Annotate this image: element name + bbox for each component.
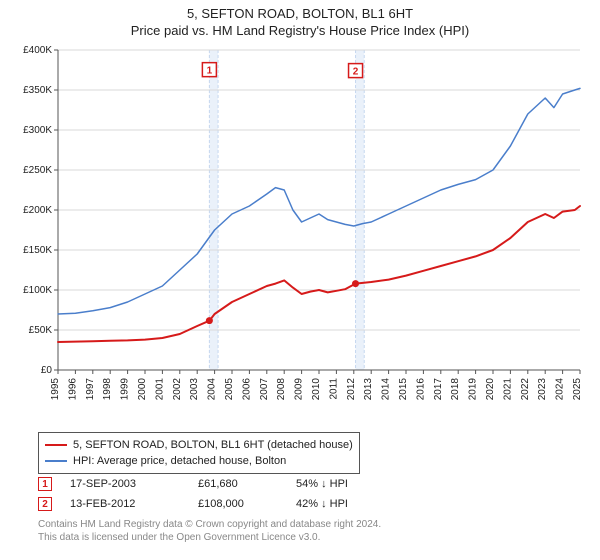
svg-text:2: 2 (353, 67, 359, 78)
legend: 5, SEFTON ROAD, BOLTON, BL1 6HT (detache… (38, 432, 360, 474)
legend-item: 5, SEFTON ROAD, BOLTON, BL1 6HT (detache… (45, 437, 353, 453)
svg-text:2005: 2005 (224, 378, 235, 401)
sale-date: 17-SEP-2003 (70, 478, 180, 490)
svg-text:1997: 1997 (85, 378, 96, 401)
svg-text:2007: 2007 (259, 378, 270, 401)
attribution: Contains HM Land Registry data © Crown c… (38, 518, 381, 544)
sale-events: 1 17-SEP-2003 £61,680 54% ↓ HPI 2 13-FEB… (38, 474, 396, 514)
svg-text:2016: 2016 (415, 378, 426, 401)
chart-area: £0 £50K £100K £150K £200K £250K £300K £350K £400… (10, 44, 590, 424)
attribution-line: Contains HM Land Registry data © Crown c… (38, 518, 381, 531)
sale-price: £61,680 (198, 478, 278, 490)
svg-text:2003: 2003 (189, 378, 200, 401)
svg-text:2018: 2018 (450, 378, 461, 401)
svg-text:2020: 2020 (485, 378, 496, 401)
svg-text:2021: 2021 (502, 378, 513, 401)
svg-text:2013: 2013 (363, 378, 374, 401)
svg-text:£150K: £150K (23, 245, 52, 256)
legend-label: 5, SEFTON ROAD, BOLTON, BL1 6HT (detache… (73, 439, 353, 451)
svg-text:£300K: £300K (23, 125, 52, 136)
svg-text:2008: 2008 (276, 378, 287, 401)
svg-text:£100K: £100K (23, 285, 52, 296)
sale-row: 2 13-FEB-2012 £108,000 42% ↓ HPI (38, 494, 396, 514)
legend-item: HPI: Average price, detached house, Bolt… (45, 453, 353, 469)
sale-row: 1 17-SEP-2003 £61,680 54% ↓ HPI (38, 474, 396, 494)
svg-text:1998: 1998 (102, 378, 113, 401)
sale-marker-icon: 2 (38, 497, 52, 511)
sale-diff: 42% ↓ HPI (296, 498, 396, 510)
svg-text:2011: 2011 (328, 378, 339, 400)
svg-text:1996: 1996 (67, 378, 78, 401)
legend-label: HPI: Average price, detached house, Bolt… (73, 455, 286, 467)
svg-text:2024: 2024 (555, 378, 566, 401)
svg-text:2015: 2015 (398, 378, 409, 401)
svg-text:£0: £0 (41, 365, 53, 376)
legend-swatch-price (45, 444, 67, 446)
sale-price: £108,000 (198, 498, 278, 510)
svg-text:2025: 2025 (572, 378, 583, 401)
svg-text:£350K: £350K (23, 85, 52, 96)
svg-text:2004: 2004 (207, 378, 218, 401)
svg-text:2002: 2002 (172, 378, 183, 401)
chart-title-subtitle: Price paid vs. HM Land Registry's House … (0, 23, 600, 38)
sale-diff: 54% ↓ HPI (296, 478, 396, 490)
svg-text:£200K: £200K (23, 205, 52, 216)
svg-text:2006: 2006 (241, 378, 252, 401)
svg-text:£50K: £50K (29, 325, 53, 336)
sale-marker-icon: 1 (38, 477, 52, 491)
sale-date: 13-FEB-2012 (70, 498, 180, 510)
line-chart: £0 £50K £100K £150K £200K £250K £300K £350K £400… (10, 44, 590, 424)
chart-title-address: 5, SEFTON ROAD, BOLTON, BL1 6HT (0, 6, 600, 21)
svg-text:1: 1 (207, 66, 213, 77)
svg-text:2009: 2009 (294, 378, 305, 401)
svg-text:£400K: £400K (23, 45, 52, 56)
svg-text:2000: 2000 (137, 378, 148, 401)
svg-text:2023: 2023 (537, 378, 548, 401)
svg-text:£250K: £250K (23, 165, 52, 176)
svg-text:2010: 2010 (311, 378, 322, 401)
svg-text:2019: 2019 (468, 378, 479, 401)
svg-text:2022: 2022 (520, 378, 531, 401)
legend-swatch-hpi (45, 460, 67, 462)
svg-text:2014: 2014 (381, 378, 392, 401)
svg-text:2012: 2012 (346, 378, 357, 401)
attribution-line: This data is licensed under the Open Gov… (38, 531, 381, 544)
svg-text:2001: 2001 (154, 378, 165, 401)
svg-text:1999: 1999 (120, 378, 131, 401)
svg-text:2017: 2017 (433, 378, 444, 401)
svg-text:1995: 1995 (50, 378, 61, 401)
